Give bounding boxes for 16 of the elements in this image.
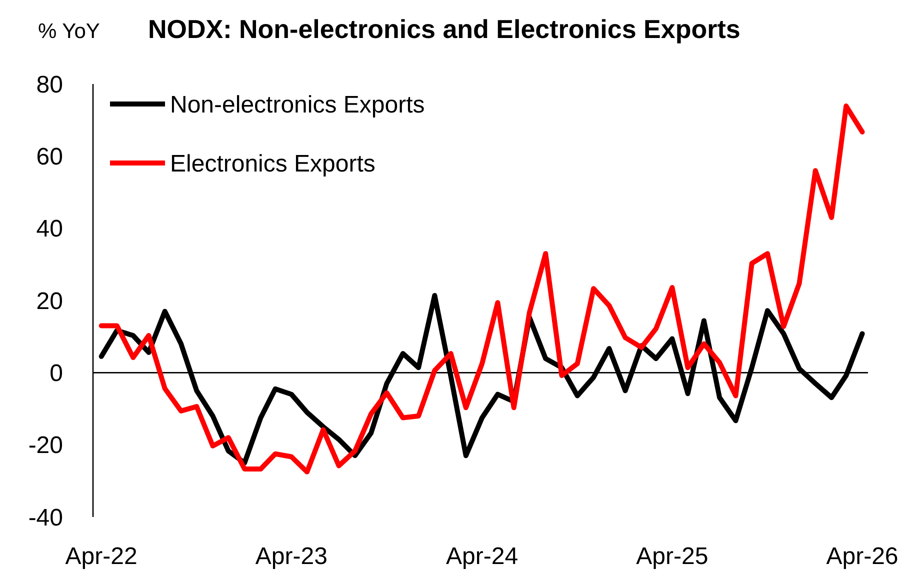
y-tick-label: -40	[28, 504, 63, 532]
x-tick-label: Apr-25	[636, 543, 708, 570]
x-tick-label: Apr-22	[65, 543, 138, 570]
y-tick-label: 80	[36, 71, 63, 98]
legend-label: Non-electronics Exports	[170, 91, 425, 118]
y-tick-label: 20	[36, 288, 63, 315]
chart-title: NODX: Non-electronics and Electronics Exports	[148, 14, 740, 44]
y-tick-label: -20	[28, 432, 63, 460]
x-tick-label: Apr-24	[446, 543, 518, 570]
y-tick-label: 60	[36, 144, 63, 171]
y-axis-title: % YoY	[38, 20, 100, 43]
y-tick-label: 40	[36, 216, 63, 243]
y-tick-label: 0	[50, 360, 63, 388]
x-tick-label: Apr-23	[255, 543, 328, 570]
legend-label: Electronics Exports	[170, 150, 376, 178]
x-tick-label: Apr-26	[826, 543, 898, 570]
